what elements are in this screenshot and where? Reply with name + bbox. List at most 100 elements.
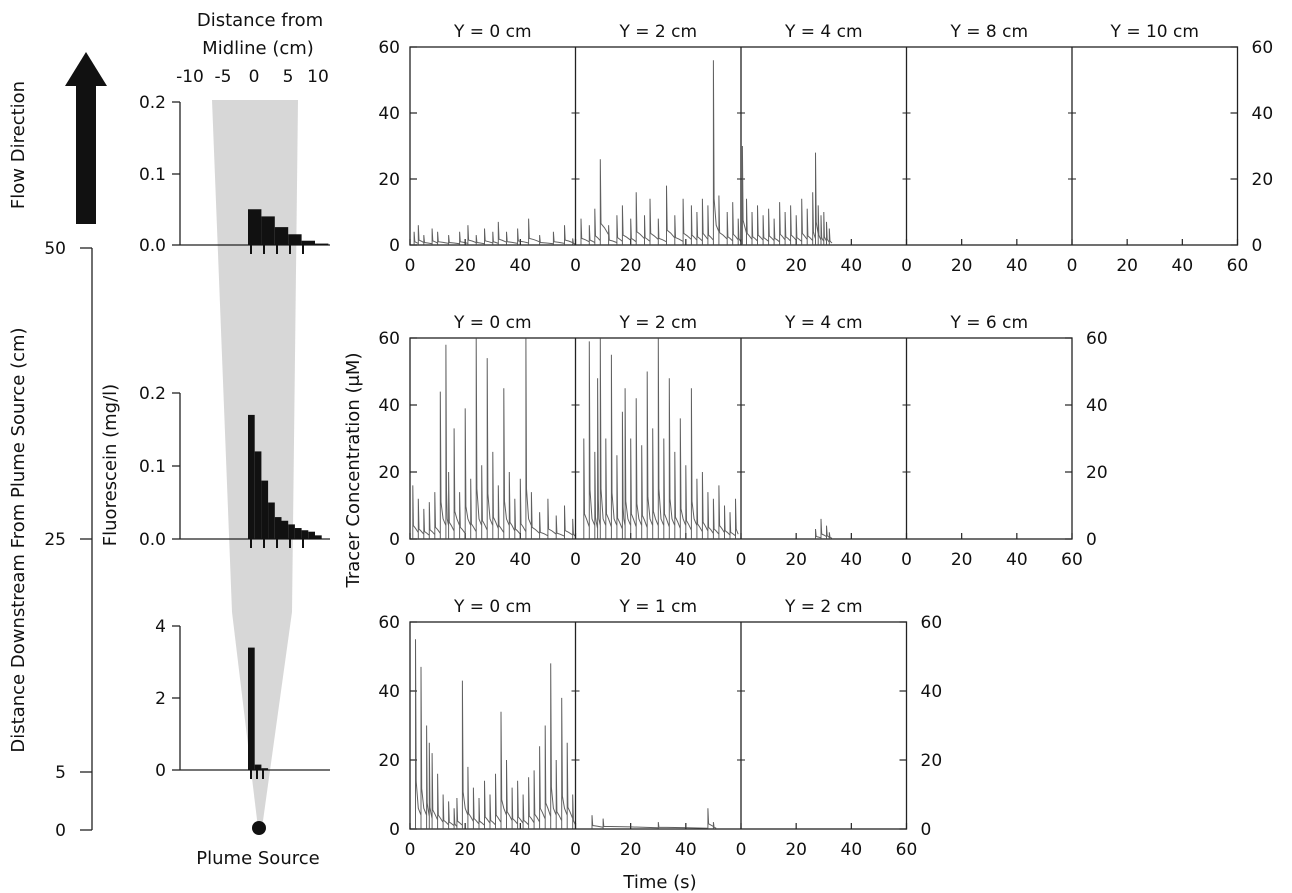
tracer-series <box>412 337 576 539</box>
ts-xtick-label: 0 <box>405 256 416 276</box>
profile-bar <box>315 243 329 245</box>
profile-x-ticks: -10 -5 0 5 10 <box>176 67 329 87</box>
tracer-series <box>815 518 833 539</box>
profile-5: 4 2 0 <box>155 617 330 781</box>
ts-ytick-label-left: 40 <box>378 104 400 124</box>
ts-panel-title: Y = 0 cm <box>453 313 532 333</box>
time-axis-label: Time (s) <box>622 872 696 893</box>
profile-bar <box>254 451 262 539</box>
ts-ytick-label-right: 40 <box>1252 104 1274 124</box>
flow-direction-label: Flow Direction <box>8 81 29 209</box>
profile-50: 0.2 0.1 0.0 <box>139 93 330 256</box>
ts-ytick-label-left: 60 <box>378 613 400 633</box>
ts-xtick-label: 40 <box>1006 550 1028 570</box>
profile-50-ytick-2: 0.0 <box>139 236 166 256</box>
ts-xtick-label: 0 <box>736 256 747 276</box>
profile-5-ytick-0: 4 <box>155 617 166 637</box>
distance-tick-50: 50 <box>44 239 66 259</box>
ts-xtick-label: 60 <box>896 840 918 860</box>
profile-bar <box>308 531 315 539</box>
ts-panel-title: Y = 4 cm <box>784 313 863 333</box>
tracer-series <box>741 145 833 245</box>
tracer-series <box>591 808 717 829</box>
profile-50-ytick-1: 0.1 <box>139 165 166 185</box>
ts-panel-title: Y = 2 cm <box>784 597 863 617</box>
profile-25-ytick-1: 0.1 <box>139 457 166 477</box>
ts-ytick-label-left: 60 <box>378 38 400 58</box>
ts-ytick-label-right: 20 <box>921 751 943 771</box>
ts-ytick-label-left: 20 <box>378 170 400 190</box>
distance-axis: 50 25 5 0 <box>44 239 93 841</box>
ts-xtick-label: 40 <box>510 550 532 570</box>
ts-ytick-label-right: 20 <box>1086 463 1108 483</box>
profile-bar <box>248 414 255 539</box>
plume-source-label: Plume Source <box>196 848 319 869</box>
profile-bar <box>281 520 289 539</box>
ts-panel-title: Y = 0 cm <box>453 597 532 617</box>
profile-x-tick-5: 5 <box>283 67 294 87</box>
ts-xtick-label: 20 <box>454 256 476 276</box>
profile-bar <box>301 530 309 539</box>
plume-source-dot <box>252 821 266 835</box>
ts-xtick-label: 20 <box>620 550 642 570</box>
ts-xtick-label: 20 <box>620 256 642 276</box>
tracer-series <box>413 218 576 245</box>
ts-ytick-label-right: 0 <box>921 820 932 840</box>
profile-25-ytick-2: 0.0 <box>139 530 166 550</box>
ts-xtick-label: 40 <box>675 256 697 276</box>
profile-bar <box>288 234 302 245</box>
profile-25: 0.2 0.1 0.0 <box>139 384 330 550</box>
ts-ytick-label-right: 40 <box>921 682 943 702</box>
profile-25-ytick-0: 0.2 <box>139 384 166 404</box>
ts-ytick-label-left: 0 <box>389 820 400 840</box>
profile-x-tick-10: 10 <box>307 67 329 87</box>
tracer-concentration-label: Tracer Concentration (μM) <box>343 353 364 589</box>
profile-x-tick-neg5: -5 <box>215 67 232 87</box>
ts-panel-title: Y = 8 cm <box>949 22 1028 42</box>
profile-y-label: Fluorescein (mg/l) <box>100 384 121 546</box>
ts-ytick-label-left: 40 <box>378 396 400 416</box>
ts-ytick-label-right: 20 <box>1252 170 1274 190</box>
ts-xtick-label: 40 <box>675 550 697 570</box>
profile-bar <box>248 209 262 245</box>
tracer-series <box>415 639 576 829</box>
ts-xtick-label: 40 <box>841 550 863 570</box>
profile-bar <box>315 535 322 539</box>
profile-bar <box>301 240 315 245</box>
ts-xtick-label: 20 <box>785 550 807 570</box>
ts-panel-title: Y = 6 cm <box>949 313 1028 333</box>
ts-xtick-label: 0 <box>405 840 416 860</box>
profile-5-ytick-1: 2 <box>155 689 166 709</box>
ts-xtick-label: 40 <box>510 256 532 276</box>
ts-xtick-label: 60 <box>1227 256 1249 276</box>
distance-tick-0: 0 <box>55 821 66 841</box>
ts-panel-title: Y = 0 cm <box>453 22 532 42</box>
ts-xtick-label: 0 <box>736 840 747 860</box>
distance-tick-25: 25 <box>44 530 66 550</box>
ts-xtick-label: 0 <box>570 256 581 276</box>
ts-xtick-label: 0 <box>405 550 416 570</box>
profile-x-label-line1: Distance from <box>197 10 323 31</box>
profile-x-tick-0: 0 <box>249 67 260 87</box>
profile-bar <box>254 764 262 770</box>
profile-bar <box>268 502 275 539</box>
ts-xtick-label: 20 <box>454 550 476 570</box>
distance-tick-5: 5 <box>55 763 66 783</box>
ts-panel-title: Y = 1 cm <box>618 597 697 617</box>
ts-xtick-label: 20 <box>1116 256 1138 276</box>
ts-ytick-label-left: 20 <box>378 751 400 771</box>
ts-xtick-label: 0 <box>901 550 912 570</box>
profile-bar <box>274 227 289 245</box>
ts-xtick-label: 20 <box>454 840 476 860</box>
distance-axis-label: Distance Downstream From Plume Source (c… <box>8 327 29 752</box>
ts-xtick-label: 20 <box>951 256 973 276</box>
ts-xtick-label: 40 <box>675 840 697 860</box>
profile-bar <box>248 647 255 770</box>
ts-xtick-label: 40 <box>1006 256 1028 276</box>
ts-xtick-label: 20 <box>785 256 807 276</box>
ts-ytick-label-left: 20 <box>378 463 400 483</box>
ts-ytick-label-right: 60 <box>1252 38 1274 58</box>
ts-panel-title: Y = 2 cm <box>618 22 697 42</box>
